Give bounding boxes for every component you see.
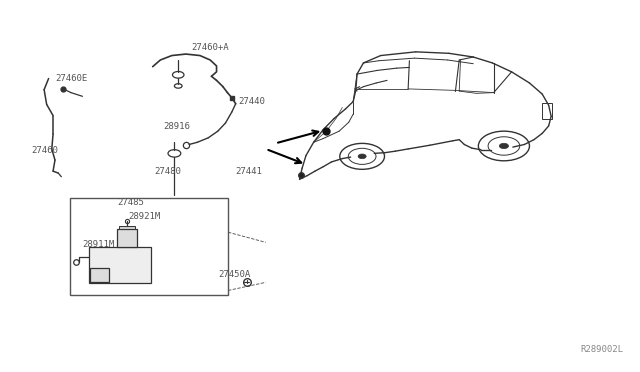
Text: 28916: 28916 <box>164 122 191 131</box>
Text: 27460+A: 27460+A <box>191 42 228 51</box>
Bar <box>120 226 135 229</box>
Bar <box>117 229 138 247</box>
Text: 28911M: 28911M <box>83 240 115 249</box>
Bar <box>542 103 552 119</box>
Circle shape <box>499 143 509 149</box>
Text: 27441: 27441 <box>236 167 262 176</box>
Text: 28921M: 28921M <box>129 212 161 221</box>
Bar <box>89 247 152 283</box>
Text: 28921N: 28921N <box>95 273 127 282</box>
Text: 27450A: 27450A <box>218 270 250 279</box>
Text: 27440: 27440 <box>238 97 265 106</box>
Text: 27480: 27480 <box>154 167 181 176</box>
Bar <box>90 268 109 282</box>
Text: 27460E: 27460E <box>55 74 87 83</box>
Circle shape <box>358 154 366 159</box>
Text: 27485: 27485 <box>117 198 144 207</box>
Text: 27460: 27460 <box>31 146 58 155</box>
Text: R289002L: R289002L <box>580 345 623 354</box>
Bar <box>70 198 228 295</box>
